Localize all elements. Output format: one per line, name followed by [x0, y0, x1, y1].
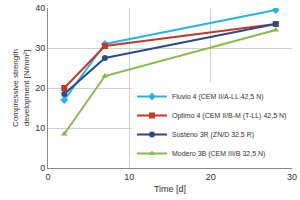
- svg-text:20: 20: [35, 83, 45, 93]
- svg-text:20: 20: [206, 172, 216, 182]
- svg-text:0: 0: [40, 163, 45, 173]
- svg-text:Modero 3B (CEM III/B 32,5 N): Modero 3B (CEM III/B 32,5 N): [172, 150, 265, 158]
- svg-text:10: 10: [35, 123, 45, 133]
- svg-text:30: 30: [35, 43, 45, 53]
- svg-text:30: 30: [287, 172, 297, 182]
- svg-text:10: 10: [124, 172, 134, 182]
- svg-text:Compressive strengthdevelopmen: Compressive strengthdevelopment [N/mm²]: [11, 49, 30, 127]
- svg-text:Fluvio 4 (CEM II/A-LL 42,5 N): Fluvio 4 (CEM II/A-LL 42,5 N): [172, 93, 264, 101]
- svg-text:Time [d]: Time [d]: [154, 184, 186, 194]
- svg-text:Susteno 3R (ZN/D 32,5 R): Susteno 3R (ZN/D 32,5 R): [172, 131, 254, 139]
- svg-text:0: 0: [45, 172, 50, 182]
- svg-text:40: 40: [35, 3, 45, 13]
- svg-text:Optimo 4 (CEM II/B-M (T-LL) 42: Optimo 4 (CEM II/B-M (T-LL) 42,5 N): [172, 112, 286, 120]
